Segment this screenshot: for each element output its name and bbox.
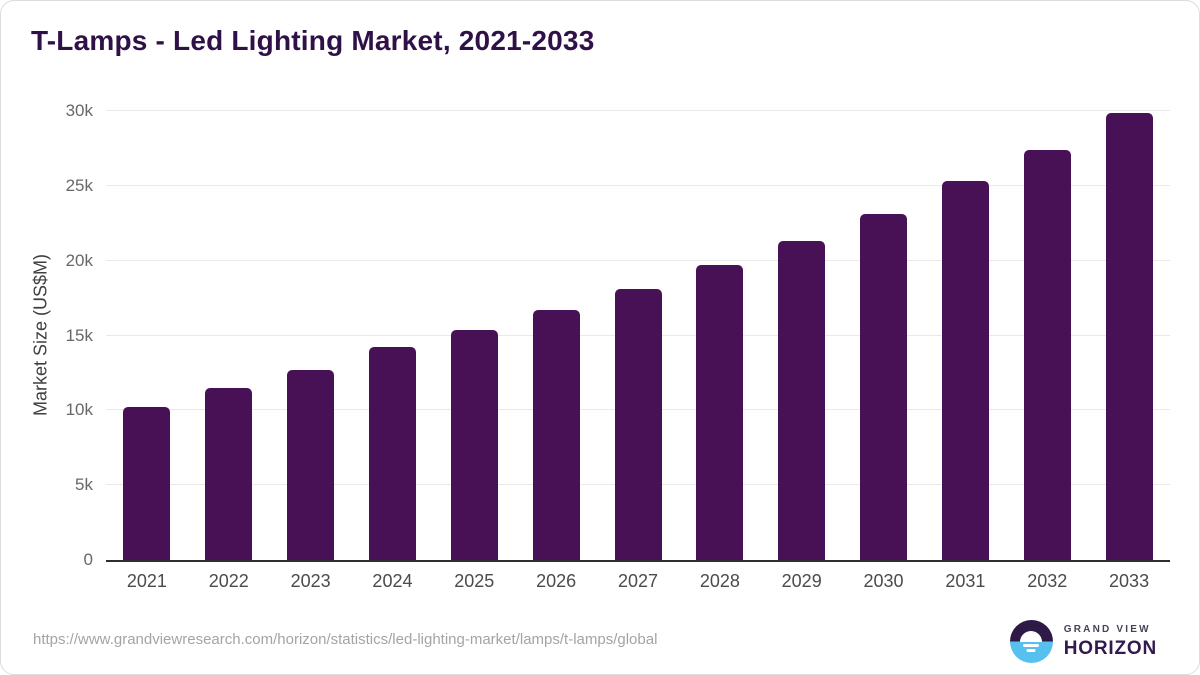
y-tick-label: 10k (65, 400, 93, 420)
bar-2022[interactable] (205, 387, 253, 560)
brand-name-bottom: HORIZON (1063, 637, 1157, 659)
brand-name: GRAND VIEW HORIZON (1064, 624, 1157, 660)
y-tick-label: 5k (75, 475, 93, 495)
bar-2021[interactable] (123, 407, 171, 560)
bar-2029[interactable] (778, 241, 826, 560)
y-tick-label: 15k (65, 325, 93, 345)
x-tick-label: 2029 (781, 571, 822, 591)
x-tick-label: 2028 (699, 571, 740, 591)
x-tick-label: 2030 (863, 571, 904, 591)
x-tick-label: 2027 (617, 571, 659, 591)
bar-2024[interactable] (368, 347, 416, 560)
x-tick-label: 2025 (454, 571, 495, 591)
x-tick-label: 2021 (126, 571, 167, 591)
gridline (106, 110, 1170, 111)
horizon-sun-logo-icon (1009, 620, 1053, 663)
logo-reflection-line (1026, 649, 1036, 653)
bar-2027[interactable] (614, 289, 662, 560)
x-tick-label: 2033 (1109, 571, 1150, 591)
x-tick-label: 2022 (208, 571, 249, 591)
brand-name-top: GRAND VIEW (1063, 623, 1151, 635)
source-url: https://www.grandviewresearch.com/horizo… (33, 631, 658, 648)
x-tick-label: 2024 (372, 571, 413, 591)
chart-title: T-Lamps - Led Lighting Market, 2021-2033 (31, 25, 595, 56)
bar-2031[interactable] (941, 181, 989, 560)
brand-logo: GRAND VIEW HORIZON (1009, 620, 1157, 663)
plot-area: 0 5k 10k 15k 20k 25k 30k 2021 2022 2023 2024 2025 20… (66, 102, 1170, 591)
y-tick-label: 0 (83, 550, 93, 569)
x-tick-label: 2023 (290, 571, 331, 591)
bar-2025[interactable] (450, 329, 498, 560)
bar-2033[interactable] (1105, 112, 1153, 560)
y-tick-label: 20k (65, 250, 93, 270)
bar-2028[interactable] (696, 265, 744, 560)
gridline (106, 259, 1170, 261)
x-tick-label: 2031 (945, 571, 986, 591)
x-tick-label: 2026 (536, 571, 577, 591)
bar-2026[interactable] (532, 310, 580, 560)
bar-2032[interactable] (1023, 149, 1071, 560)
y-tick-label: 25k (65, 175, 93, 195)
logo-reflection-line (1023, 644, 1040, 648)
y-tick-label: 30k (65, 101, 93, 120)
bar-2023[interactable] (287, 369, 335, 560)
x-axis-line (106, 560, 1170, 562)
gridline (106, 184, 1170, 186)
bar-2030[interactable] (860, 214, 908, 560)
x-tick-label: 2032 (1027, 571, 1068, 591)
logo-dome-shape (1020, 630, 1043, 642)
